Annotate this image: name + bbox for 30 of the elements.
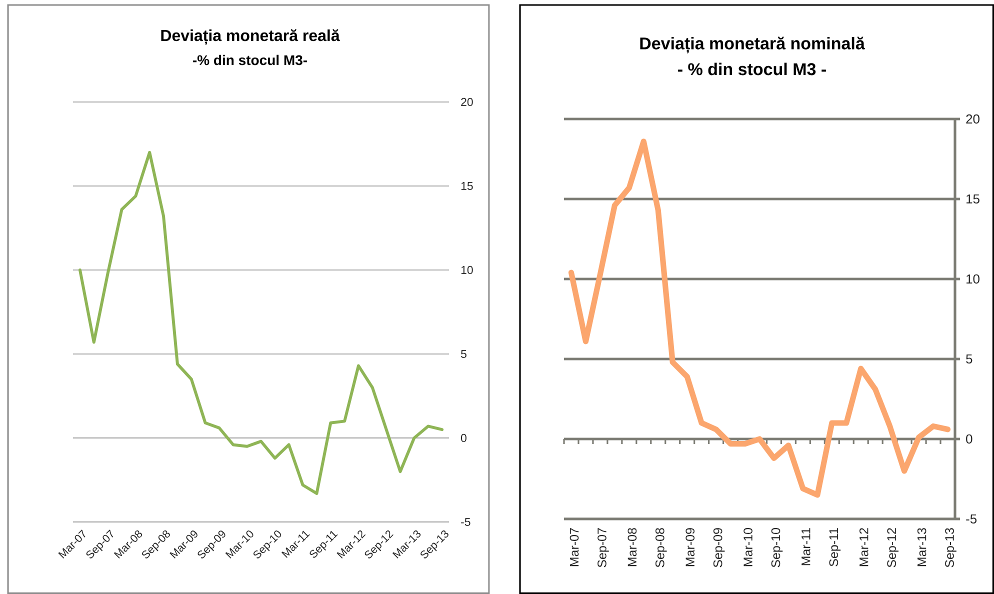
y-tick-label: 15 bbox=[461, 182, 473, 190]
y-tick-label: -5 bbox=[461, 518, 470, 526]
x-tick-label: Sep-09 bbox=[713, 528, 725, 568]
x-tick-label: Sep-11 bbox=[829, 528, 841, 566]
chart-title: Deviația monetară nominală bbox=[640, 36, 865, 54]
y-tick-label: 0 bbox=[966, 434, 972, 444]
y-tick-label: 0 bbox=[460, 434, 466, 442]
y-tick-label: 5 bbox=[460, 350, 466, 358]
y-tick-label: 10 bbox=[461, 266, 473, 274]
chart-title: Deviația monetară reală bbox=[161, 29, 340, 45]
x-tick-label: Mar-12 bbox=[859, 528, 868, 566]
y-tick-label: 20 bbox=[966, 114, 980, 124]
chart-subtitle: -% din stocul M3- bbox=[193, 54, 308, 66]
x-tick-label: Mar-07 bbox=[570, 528, 579, 566]
y-tick-label: 10 bbox=[966, 274, 980, 284]
y-tick-label: 5 bbox=[966, 354, 972, 364]
x-tick-label: Sep-10 bbox=[771, 528, 783, 568]
y-tick-label: 15 bbox=[966, 194, 980, 204]
x-tick-label: Mar-13 bbox=[917, 528, 926, 566]
x-tick-label: Mar-10 bbox=[744, 528, 752, 566]
x-tick-label: Sep-13 bbox=[945, 528, 956, 568]
y-tick-label: -5 bbox=[966, 514, 977, 524]
x-tick-label: Sep-07 bbox=[598, 528, 609, 568]
x-tick-label: Mar-09 bbox=[686, 528, 695, 566]
x-tick-label: Sep-08 bbox=[655, 528, 667, 568]
chart-subtitle: - % din stocul M3 - bbox=[678, 62, 826, 76]
x-tick-label: Mar-11 bbox=[802, 528, 810, 566]
x-tick-label: Sep-12 bbox=[887, 528, 898, 568]
y-tick-label: 20 bbox=[461, 98, 473, 106]
x-tick-label: Mar-08 bbox=[628, 528, 637, 566]
